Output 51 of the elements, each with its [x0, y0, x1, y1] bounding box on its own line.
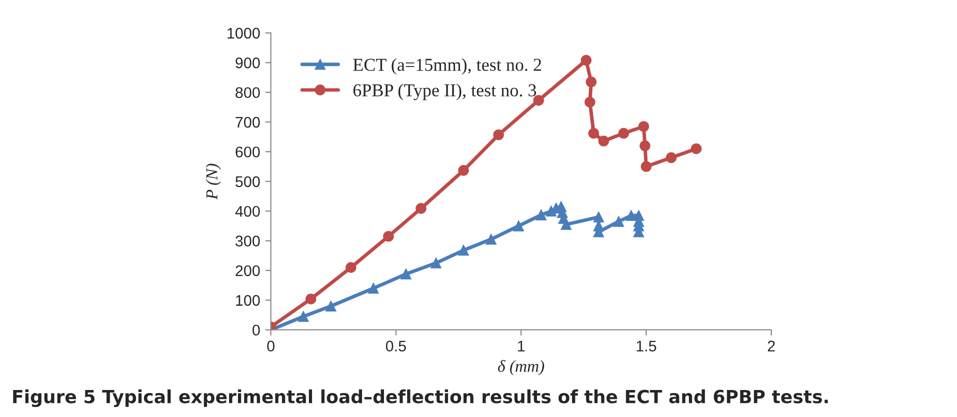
- y-tick-label: 0: [252, 324, 260, 336]
- point: [368, 282, 379, 294]
- x-tick-label: 1: [518, 340, 525, 352]
- point: [416, 203, 426, 214]
- point: [666, 152, 677, 164]
- point: [430, 258, 442, 268]
- point: [493, 129, 504, 140]
- point: [458, 165, 469, 176]
- y-tick-label: 300: [236, 236, 260, 246]
- y-tick-label: 500: [236, 176, 260, 188]
- y-axis-title: P (N): [206, 164, 221, 200]
- point: [346, 262, 356, 273]
- point: [638, 121, 650, 132]
- y-tick-label: 900: [236, 58, 260, 68]
- point: [400, 268, 412, 280]
- y-tick-label: 200: [236, 265, 260, 276]
- point: [458, 244, 469, 256]
- y-tick-label: 1000: [228, 28, 260, 39]
- x-tick-label: 2: [768, 340, 775, 352]
- y-tick-label: 700: [236, 116, 260, 128]
- y-tick-label: 800: [236, 87, 260, 98]
- point: [640, 140, 650, 152]
- point: [584, 96, 596, 108]
- point: [618, 128, 630, 139]
- y-tick-label: 400: [235, 206, 260, 217]
- point: [533, 94, 544, 106]
- legend-label: 6PBP (Type II), test no. 3: [353, 84, 536, 100]
- x-axis-title: δ (mm): [498, 360, 544, 376]
- caption: Figure 5 Typical experimental load–deflection results of the ECT and 6PBP tests.: [13, 389, 828, 408]
- point: [593, 212, 604, 222]
- point: [588, 128, 600, 139]
- point: [690, 143, 702, 154]
- point: [486, 234, 496, 245]
- point: [626, 210, 637, 221]
- point: [298, 311, 309, 322]
- point: [326, 300, 336, 312]
- point: [305, 294, 316, 304]
- y-tick-label: 600: [236, 146, 260, 158]
- y-tick-label: 100: [236, 295, 260, 306]
- point: [536, 210, 546, 220]
- point: [383, 230, 394, 242]
- legend-label: ECT (a=15mm), test no. 2: [353, 58, 542, 75]
- x-tick-label: 1.5: [636, 340, 656, 352]
- x-tick-label: 0: [267, 340, 274, 352]
- point: [613, 216, 624, 227]
- point: [586, 76, 597, 88]
- point: [580, 54, 592, 66]
- x-tick-label: 0.5: [386, 340, 406, 352]
- point: [513, 220, 524, 232]
- point: [598, 136, 610, 146]
- point: [640, 161, 652, 172]
